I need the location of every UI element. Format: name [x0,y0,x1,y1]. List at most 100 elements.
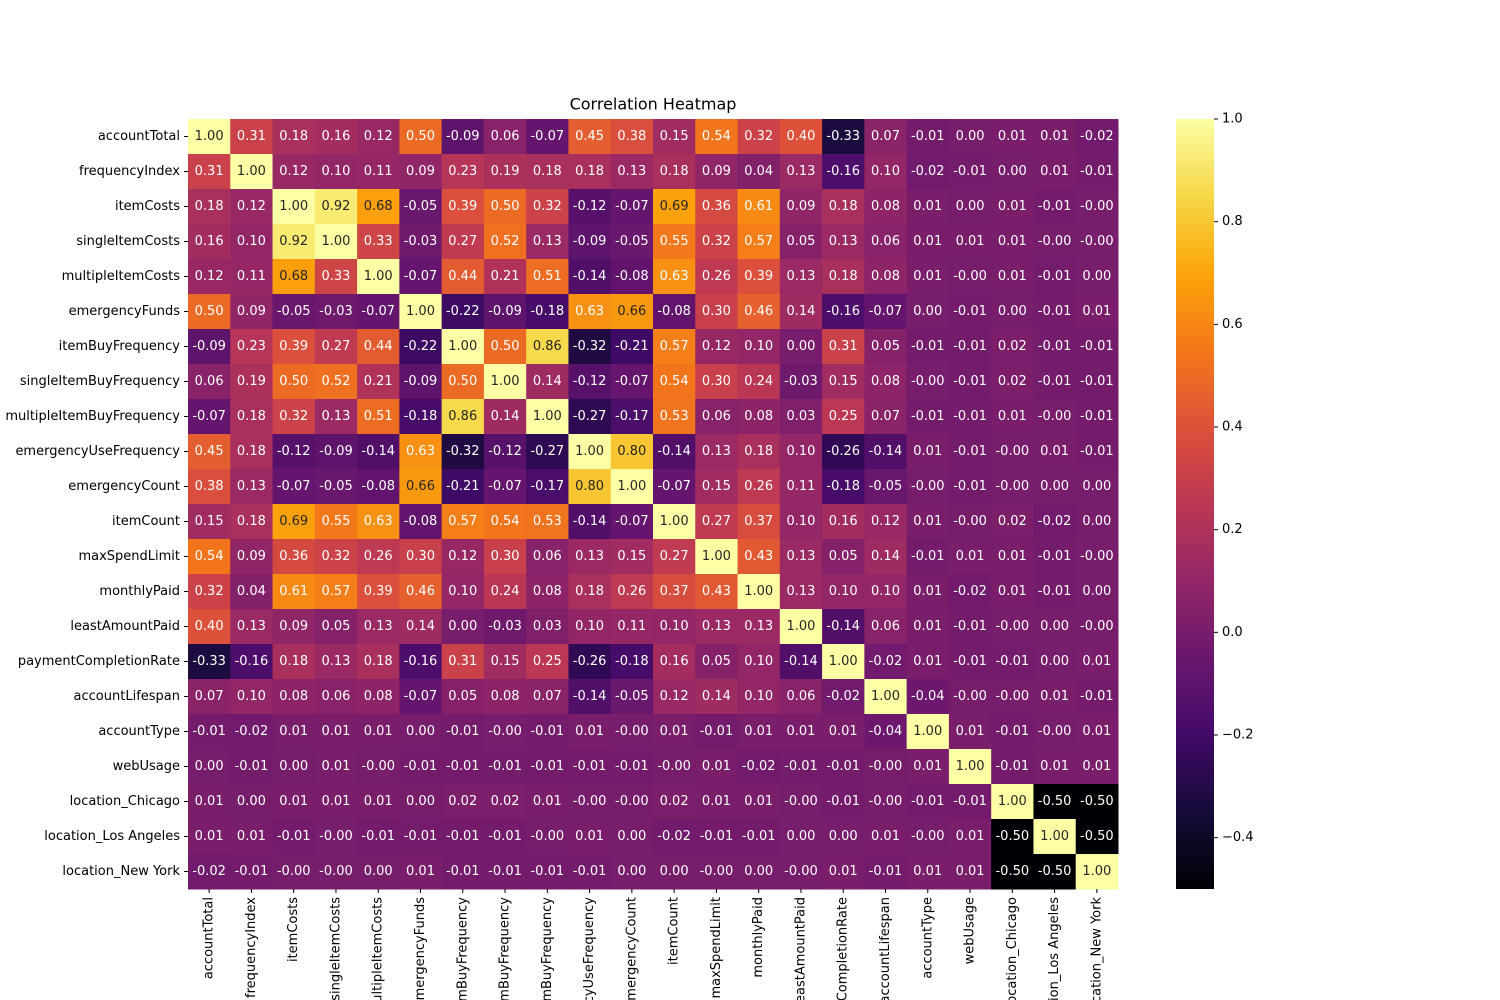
heatmap-cell [568,819,612,855]
cell-label: -0.08 [361,479,395,494]
cell-label: 0.13 [533,234,562,249]
cell-label: -0.18 [530,304,564,319]
heatmap-cell [610,644,654,680]
cell-label: -0.07 [404,689,438,704]
heatmap-cell [737,224,781,260]
cell-label: -0.01 [1080,339,1114,354]
heatmap-cell [864,609,908,645]
x-tick-label: accountLifespan [878,897,893,1000]
heatmap-cell [610,714,654,750]
heatmap-cell [610,294,654,330]
heatmap-cell [948,364,992,400]
heatmap-cell [653,329,696,365]
cell-label: 0.63 [406,444,435,459]
cell-label: 0.27 [321,339,350,354]
cell-label: 0.06 [195,374,224,389]
cell-label: 0.19 [491,164,520,179]
heatmap-cell [314,574,358,610]
heatmap-cell [399,119,443,155]
cell-label: 0.80 [617,444,646,459]
heatmap-cell [568,854,612,890]
heatmap-cell [357,644,400,680]
cell-label: 0.40 [786,129,815,144]
heatmap-cell [653,819,696,855]
cell-label: -0.18 [615,654,649,669]
cell-label: -0.16 [826,164,860,179]
cell-label: 0.39 [744,269,773,284]
heatmap-cell [864,399,908,435]
heatmap-cell [272,784,316,820]
heatmap-cell [610,224,654,260]
cell-label: 0.43 [744,549,773,564]
heatmap-cell [441,679,485,715]
heatmap-cell [822,609,865,645]
heatmap-cell [314,784,358,820]
colorbar [1176,119,1214,889]
cell-label: 0.10 [871,584,900,599]
cell-label: -0.03 [319,304,353,319]
heatmap-cell [399,189,443,225]
cell-label: -0.01 [953,444,987,459]
cell-label: 1.00 [1082,864,1111,879]
cell-label: 0.31 [237,129,266,144]
heatmap-cell [399,259,443,295]
cell-label: -0.12 [573,199,607,214]
cell-label: -0.00 [1080,549,1114,564]
heatmap-cell [568,189,612,225]
cell-label: -0.01 [1038,304,1072,319]
heatmap-cell [737,189,781,225]
heatmap-cell [1075,434,1119,470]
heatmap-cell [483,469,527,505]
heatmap-cell [948,294,992,330]
cell-label: 0.16 [660,654,689,669]
heatmap-cell [188,644,231,680]
cell-label: 0.18 [237,409,266,424]
cell-label: 0.09 [406,164,435,179]
heatmap-cell [610,854,654,890]
y-tick-label: paymentCompletionRate [18,654,180,669]
heatmap-cell [1033,854,1077,890]
cell-label: -0.14 [573,689,607,704]
heatmap-cell [822,294,865,330]
cell-label: 0.50 [491,199,520,214]
heatmap-cell [1033,364,1077,400]
heatmap-cell [272,539,316,575]
heatmap-cell [1075,819,1119,855]
cell-label: 0.01 [1040,759,1069,774]
heatmap-cell [991,539,1034,575]
heatmap-cell [779,714,823,750]
cell-label: 0.00 [913,304,942,319]
heatmap-cell [948,574,992,610]
heatmap-cell [230,224,274,260]
heatmap-cell [864,574,908,610]
cell-label: 0.14 [533,374,562,389]
heatmap-cell [188,294,231,330]
heatmap-cell [1033,119,1077,155]
cell-label: 0.01 [998,199,1027,214]
heatmap-cell [1075,329,1119,365]
cell-label: 0.13 [786,584,815,599]
heatmap-cell [906,119,950,155]
cell-label: 0.06 [533,549,562,564]
heatmap-cell [610,434,654,470]
heatmap-cell [610,574,654,610]
heatmap-cell [610,329,654,365]
y-tick-label: frequencyIndex [79,164,180,179]
heatmap-cell [399,469,443,505]
heatmap-cell [653,294,696,330]
heatmap-cell [1033,224,1077,260]
cell-label: -0.00 [615,724,649,739]
cell-label: 0.00 [364,864,393,879]
cell-label: -0.00 [277,864,311,879]
heatmap-cell [737,854,781,890]
cell-label: 0.33 [364,234,393,249]
cell-label: -0.05 [869,479,903,494]
heatmap-cell [695,714,739,750]
heatmap-cell [779,504,823,540]
heatmap-cell [568,539,612,575]
y-tick-label: accountLifespan [74,689,180,704]
cell-label: 0.00 [1040,619,1069,634]
cell-label: 0.01 [702,759,731,774]
heatmap-cell [441,224,485,260]
cell-label: 0.61 [744,199,773,214]
